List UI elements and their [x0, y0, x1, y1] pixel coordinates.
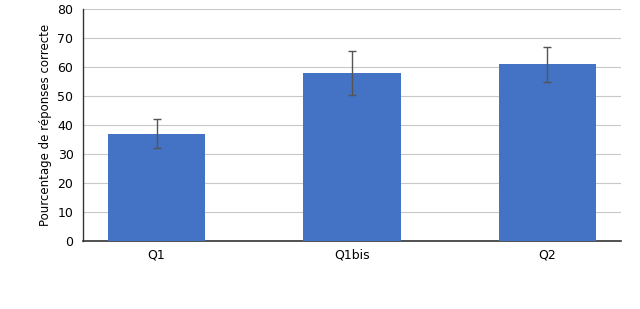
Bar	[499, 64, 596, 241]
Bar	[108, 134, 205, 241]
Y-axis label: Pourcentage de réponses correcte: Pourcentage de réponses correcte	[39, 24, 52, 226]
Bar	[303, 73, 401, 241]
